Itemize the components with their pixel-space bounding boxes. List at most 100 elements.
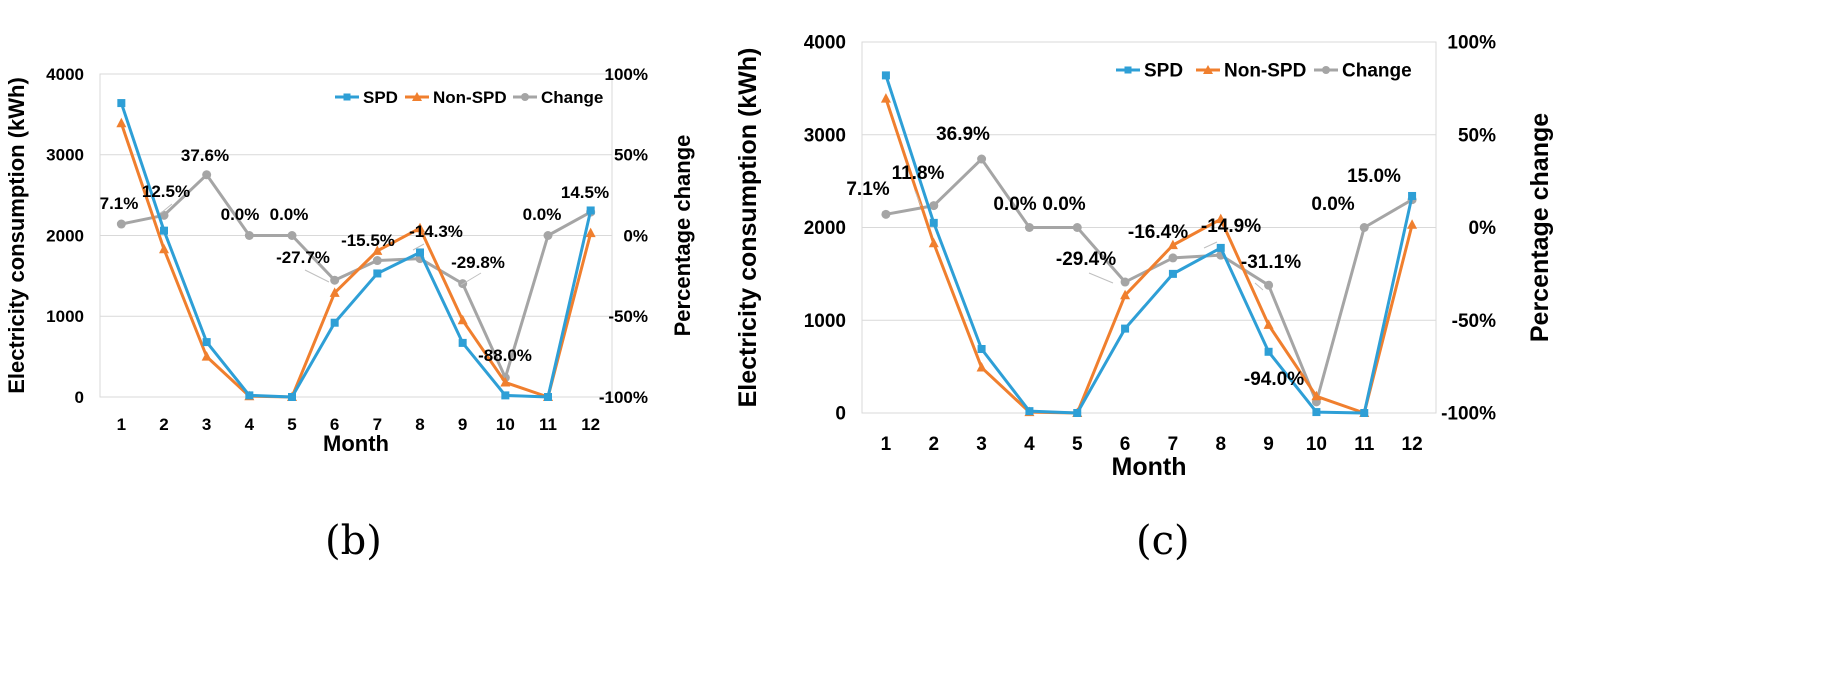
y-right-tick-label: 0% (1469, 218, 1497, 239)
y-tick-label: 4000 (804, 33, 846, 54)
y-axis-title: Electricity consumption (kWh) (4, 77, 29, 394)
data-point-non-spd (372, 245, 383, 255)
legend-label-change: Change (1342, 61, 1412, 82)
x-tick-label: 7 (1168, 434, 1179, 455)
data-point-non-spd (976, 362, 987, 372)
legend-label-change: Change (541, 88, 603, 107)
data-point-non-spd (880, 93, 891, 103)
x-axis-title: Month (1112, 453, 1187, 481)
chart-panel-b: 0 1000 2000 3000 4000 -100% -50% 0% 50% 100% 1 2 3 4 5… (0, 0, 860, 685)
data-point-spd (416, 248, 424, 257)
data-point-non-spd (159, 243, 169, 254)
change-annotation: 0.0% (1042, 194, 1085, 215)
x-tick-label: 1 (881, 434, 892, 455)
x-tick-label: 8 (415, 415, 424, 434)
x-tick-label: 1 (117, 415, 126, 434)
x-tick-label: 5 (287, 415, 296, 434)
change-annotation: -31.1% (1241, 252, 1301, 273)
change-annotation: 11.8% (892, 163, 945, 184)
y-axis-title: Electricity consumption (kWh) (734, 48, 762, 408)
data-point-change (977, 154, 987, 164)
x-tick-label: 12 (1402, 434, 1423, 455)
y-right-tick-label: -100% (1441, 404, 1496, 425)
y-right-axis-title: Percentage change (1526, 113, 1554, 342)
y-tick-label: 4000 (46, 65, 84, 84)
data-point-change (543, 231, 553, 240)
change-annotation: 0.0% (993, 194, 1036, 215)
annotation-leader (412, 243, 425, 251)
data-point-spd (1025, 407, 1034, 416)
data-point-non-spd (1167, 239, 1178, 250)
data-point-non-spd (585, 227, 596, 238)
data-point-spd (202, 338, 211, 347)
legend-label-spd: SPD (363, 88, 398, 107)
change-annotation: -15.5% (341, 231, 395, 250)
data-point-non-spd (457, 314, 468, 325)
legend-marker (343, 93, 351, 101)
y-right-tick-label: -50% (1452, 311, 1496, 332)
data-point-spd (458, 338, 467, 347)
data-point-non-spd (415, 222, 425, 233)
annotation-leader (914, 190, 922, 207)
data-point-spd (1312, 408, 1321, 417)
series-line-spd (884, 74, 1414, 415)
x-tick-label: 6 (1120, 434, 1131, 455)
data-point-spd (1073, 409, 1082, 417)
change-annotation: -29.4% (1056, 249, 1116, 270)
change-annotation: 0.0% (221, 205, 260, 224)
data-point-spd (929, 218, 938, 227)
change-annotation: -16.4% (1128, 222, 1188, 243)
x-tick-label: 11 (1354, 434, 1375, 455)
legend-label-spd: SPD (1144, 61, 1183, 82)
change-annotation: 37.6% (181, 146, 229, 165)
data-point-non-spd (928, 237, 939, 248)
change-annotation: -27.7% (276, 248, 330, 267)
x-tick-label: 3 (976, 434, 987, 455)
change-annotation: -14.9% (1201, 216, 1261, 237)
legend-marker (1203, 65, 1213, 74)
data-point-spd (330, 318, 339, 327)
data-point-non-spd (1311, 390, 1322, 401)
change-annotation: 7.1% (846, 179, 889, 200)
data-point-spd (1408, 191, 1417, 200)
data-point-change (1024, 223, 1034, 232)
y-tick-label: 2000 (804, 218, 846, 239)
data-point-non-spd (1407, 219, 1418, 229)
annotation-leader (460, 272, 482, 286)
data-point-change (1168, 253, 1178, 263)
x-tick-label: 3 (202, 415, 211, 434)
change-annotation: 7.1% (100, 194, 139, 213)
panel-label-c: (c) (1136, 518, 1190, 564)
chart-panel-c: 0 1000 2000 3000 4000 -100% -50% 0% 50% 100% 1 2 3 4 5… (734, 0, 1846, 685)
x-tick-label: 2 (928, 434, 939, 455)
y-right-tick-label: 50% (1458, 125, 1496, 146)
x-tick-label: 4 (1024, 434, 1035, 455)
series-line-non-spd (119, 122, 593, 399)
legend-marker (1124, 66, 1132, 74)
data-point-change (116, 219, 126, 229)
data-point-spd (977, 345, 986, 354)
x-tick-label: 11 (539, 415, 557, 434)
x-tick-label: 9 (1263, 434, 1274, 455)
data-point-non-spd (1215, 213, 1226, 224)
panel-label-b: (b) (325, 518, 382, 564)
data-point-change (330, 275, 340, 285)
x-tick-label: 6 (330, 415, 339, 434)
data-point-spd (501, 391, 510, 400)
data-point-non-spd (1120, 289, 1131, 300)
data-point-change (372, 256, 382, 266)
change-annotation: -88.0% (478, 346, 532, 365)
change-annotation: 14.5% (561, 183, 609, 202)
annotation-leader (1203, 241, 1218, 249)
data-point-change (881, 209, 891, 219)
x-tick-label: 12 (581, 415, 600, 434)
change-annotation: 36.9% (936, 124, 990, 145)
data-point-non-spd (201, 351, 212, 361)
change-annotation: -14.3% (409, 222, 463, 241)
series-line-non-spd (884, 98, 1414, 415)
legend-marker (412, 92, 422, 101)
y-right-tick-label: -50% (608, 307, 648, 326)
data-point-spd (373, 269, 382, 278)
data-point-spd (1168, 269, 1177, 278)
